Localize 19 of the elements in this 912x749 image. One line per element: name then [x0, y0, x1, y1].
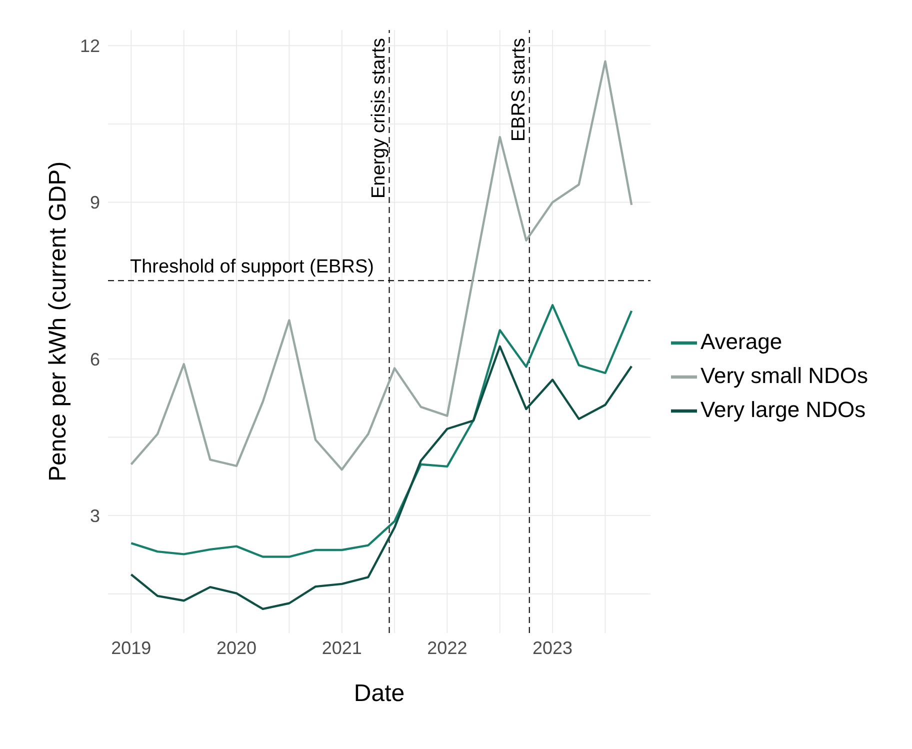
x-tick-label: 2020: [216, 638, 257, 658]
y-axis-title: Pence per kWh (current GDP): [44, 161, 72, 482]
line-series: [130, 345, 633, 610]
ref-line-label: EBRS starts: [508, 38, 530, 142]
y-tick-label: 6: [90, 349, 100, 370]
legend-label: Very large NDOs: [700, 396, 866, 422]
x-tick-label: 2021: [322, 638, 362, 658]
ref-line-label: Energy crisis starts: [368, 38, 390, 198]
y-tick-label: 3: [90, 506, 100, 526]
ref-line-label: Threshold of support (EBRS): [130, 256, 374, 278]
y-tick-label: 12: [80, 36, 100, 56]
x-tick-label: 2019: [111, 638, 152, 658]
legend-label: Very small NDOs: [700, 362, 868, 388]
y-tick-label: 9: [90, 192, 100, 213]
line-series: [130, 304, 633, 558]
legend-label: Average: [700, 328, 782, 354]
x-axis-title: Date: [354, 680, 405, 707]
x-tick-label: 2023: [532, 638, 573, 658]
x-tick-label: 2022: [427, 638, 468, 658]
